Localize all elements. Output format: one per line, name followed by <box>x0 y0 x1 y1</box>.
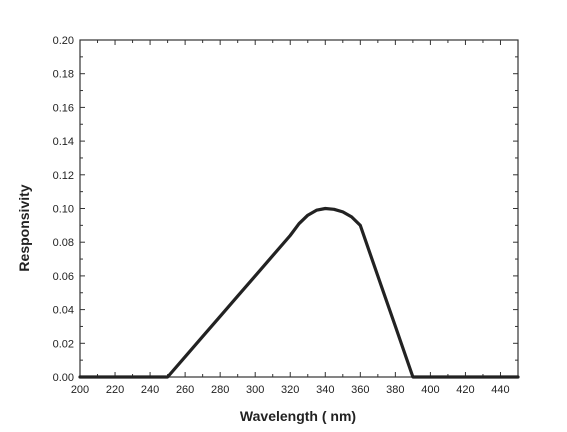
x-tick-label: 240 <box>141 384 159 396</box>
y-tick-label: 0.04 <box>53 305 74 317</box>
series-line <box>78 206 520 379</box>
y-tick-label: 0.16 <box>53 102 74 114</box>
x-tick-label: 220 <box>106 384 124 396</box>
x-tick-label: 280 <box>211 384 229 396</box>
x-tick-label: 200 <box>71 384 89 396</box>
x-tick-label: 440 <box>491 384 509 396</box>
x-tick-label: 360 <box>351 384 369 396</box>
y-tick-label: 0.18 <box>53 69 74 81</box>
y-tick-label: 0.10 <box>53 204 74 216</box>
y-tick-label: 0.20 <box>53 35 74 47</box>
plot-frame <box>79 39 519 378</box>
y-tick-label: 0.02 <box>53 338 74 350</box>
x-tick-label: 260 <box>176 384 194 396</box>
y-axis-title: Responsivity <box>16 184 32 271</box>
x-tick-label: 380 <box>386 384 404 396</box>
x-tick-label: 400 <box>421 384 439 396</box>
x-tick-label: 320 <box>281 384 299 396</box>
y-tick-label: 0.00 <box>53 372 74 384</box>
y-tick-label: 0.06 <box>53 271 74 283</box>
y-tick-label: 0.08 <box>53 237 74 249</box>
x-tick-label: 420 <box>456 384 474 396</box>
y-tick-label: 0.14 <box>53 136 74 148</box>
x-tick-label: 300 <box>246 384 264 396</box>
y-tick-label: 0.12 <box>53 170 74 182</box>
x-axis-title: Wavelength ( nm) <box>240 408 356 424</box>
x-tick-label: 340 <box>316 384 334 396</box>
